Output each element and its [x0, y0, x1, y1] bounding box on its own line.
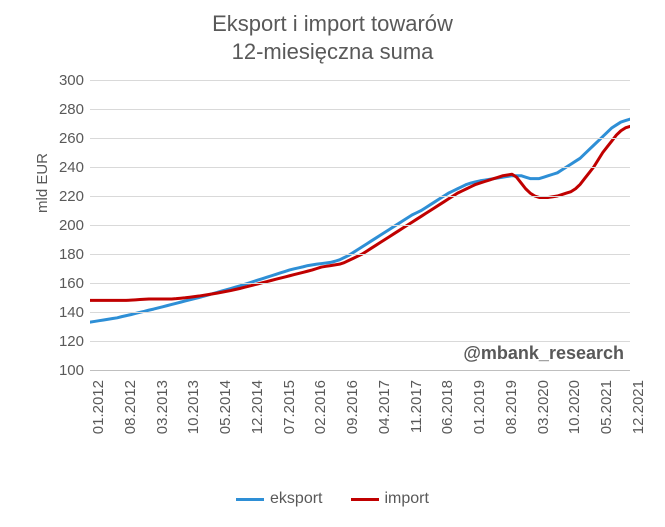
- chart-title: Eksport i import towarów 12-miesięczna s…: [0, 0, 665, 65]
- legend-item-eksport: eksport: [236, 490, 322, 508]
- x-tick-label: 03.2020: [535, 380, 552, 440]
- x-tick-label: 08.2012: [122, 380, 139, 440]
- y-tick-label: 180: [59, 246, 84, 263]
- x-axis-line: [90, 370, 630, 371]
- x-tick-label: 08.2019: [503, 380, 520, 440]
- legend-swatch: [236, 498, 264, 501]
- x-tick-label: 07.2015: [281, 380, 298, 440]
- x-tick-label: 04.2017: [376, 380, 393, 440]
- legend-label: eksport: [270, 490, 322, 508]
- x-tick-label: 10.2020: [566, 380, 583, 440]
- y-tick-label: 200: [59, 217, 84, 234]
- y-tick-label: 280: [59, 101, 84, 118]
- gridline: [90, 283, 630, 284]
- legend-swatch: [351, 498, 379, 501]
- series-eksport: [90, 119, 630, 322]
- gridline: [90, 225, 630, 226]
- legend-label: import: [385, 490, 429, 508]
- gridline: [90, 254, 630, 255]
- watermark: @mbank_research: [463, 343, 624, 364]
- gridline: [90, 196, 630, 197]
- gridline: [90, 167, 630, 168]
- legend: eksport import: [0, 490, 665, 508]
- x-tick-label: 02.2016: [312, 380, 329, 440]
- y-tick-label: 300: [59, 72, 84, 89]
- y-tick-label: 120: [59, 333, 84, 350]
- y-tick-label: 160: [59, 275, 84, 292]
- x-tick-label: 11.2017: [408, 380, 425, 440]
- series-import: [90, 126, 630, 300]
- x-tick-label: 01.2012: [90, 380, 107, 440]
- y-tick-label: 100: [59, 362, 84, 379]
- chart-title-line2: 12-miesięczna suma: [0, 38, 665, 66]
- legend-item-import: import: [351, 490, 429, 508]
- x-tick-label: 10.2013: [185, 380, 202, 440]
- x-tick-label: 03.2013: [154, 380, 171, 440]
- gridline: [90, 312, 630, 313]
- plot-area: @mbank_research: [90, 80, 630, 370]
- y-axis-label: mld EUR: [34, 153, 51, 213]
- gridline: [90, 341, 630, 342]
- x-tick-label: 12.2021: [630, 380, 647, 440]
- x-tick-label: 05.2014: [217, 380, 234, 440]
- chart-title-line1: Eksport i import towarów: [0, 10, 665, 38]
- x-tick-label: 05.2021: [598, 380, 615, 440]
- y-tick-label: 240: [59, 159, 84, 176]
- y-tick-label: 220: [59, 188, 84, 205]
- gridline: [90, 80, 630, 81]
- gridline: [90, 109, 630, 110]
- x-tick-label: 01.2019: [471, 380, 488, 440]
- gridline: [90, 138, 630, 139]
- y-tick-label: 140: [59, 304, 84, 321]
- y-tick-label: 260: [59, 130, 84, 147]
- chart-container: Eksport i import towarów 12-miesięczna s…: [0, 0, 665, 527]
- x-tick-label: 09.2016: [344, 380, 361, 440]
- x-tick-label: 06.2018: [439, 380, 456, 440]
- x-tick-label: 12.2014: [249, 380, 266, 440]
